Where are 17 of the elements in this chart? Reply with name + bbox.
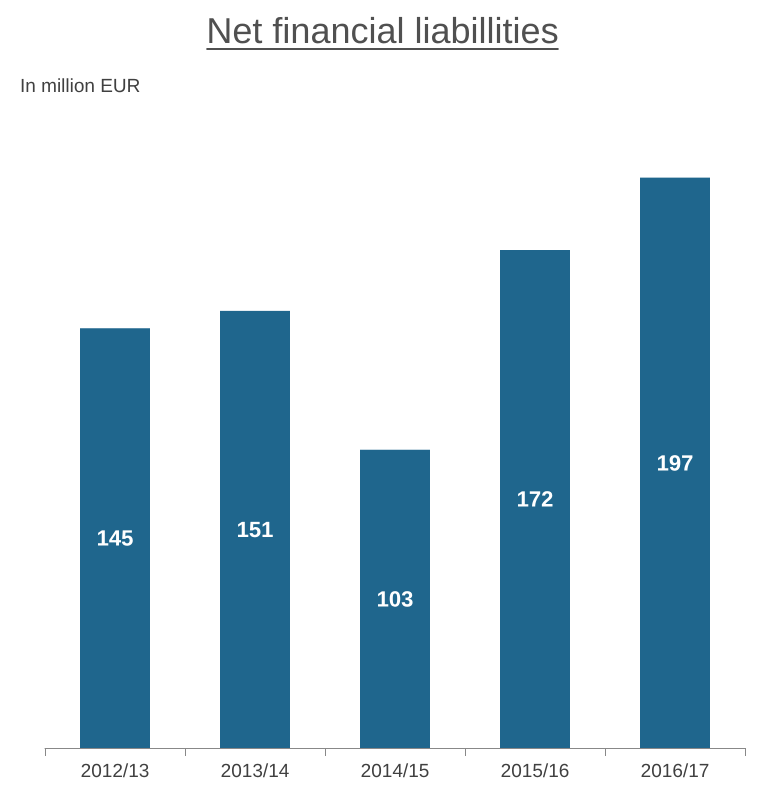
- x-tick-label: 2012/13: [80, 761, 150, 782]
- data-label: 172: [516, 486, 554, 512]
- chart-subtitle: In million EUR: [20, 76, 140, 98]
- bar: [640, 178, 710, 748]
- bar: [80, 328, 150, 748]
- data-label: 145: [96, 526, 134, 551]
- bar: [500, 250, 570, 748]
- chart-title: Net financial liabillities: [206, 10, 559, 51]
- x-tick-label: 2015/16: [500, 761, 570, 782]
- data-label: 103: [376, 586, 414, 612]
- bar: [220, 310, 290, 748]
- data-label: 151: [236, 516, 274, 542]
- bar: [360, 450, 430, 748]
- x-tick-label: 2013/14: [220, 761, 290, 782]
- x-tick-label: 2016/17: [640, 761, 710, 782]
- x-tick-label: 2014/15: [360, 761, 430, 782]
- data-label: 197: [656, 450, 694, 476]
